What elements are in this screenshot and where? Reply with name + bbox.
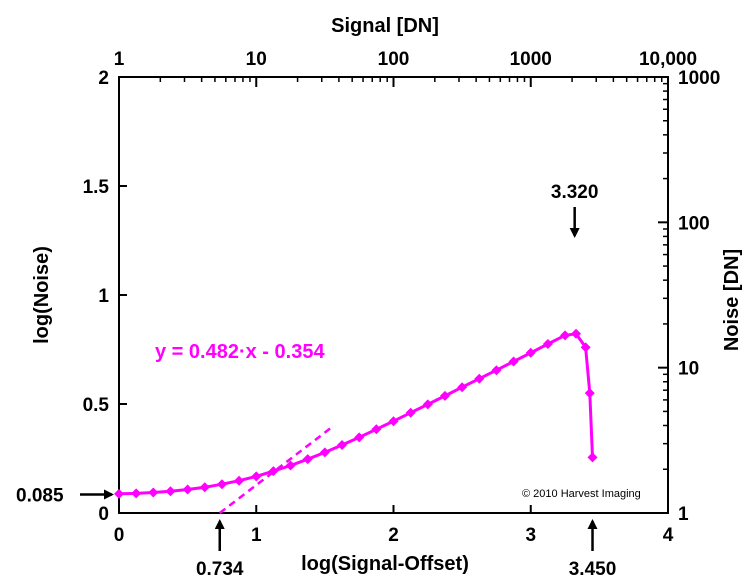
data-point <box>587 452 598 463</box>
data-point <box>571 328 582 339</box>
data-point <box>560 330 571 341</box>
data-point <box>319 447 330 458</box>
annotation-label: 3.450 <box>569 559 617 580</box>
top-tick-label: 1000 <box>510 49 552 70</box>
top-axis-title: Signal [DN] <box>331 15 439 37</box>
data-series <box>114 328 598 515</box>
data-point <box>354 432 365 443</box>
y-tick-label: 1.5 <box>83 177 110 198</box>
data-point <box>491 365 502 376</box>
data-point <box>114 488 124 499</box>
y-tick-label: 2 <box>98 68 109 89</box>
data-point <box>405 407 416 418</box>
data-point <box>182 484 193 495</box>
data-point <box>422 399 433 410</box>
data-point <box>285 460 296 471</box>
annotation-label: 0.734 <box>196 559 244 580</box>
data-point <box>525 347 536 358</box>
top-tick-label: 1 <box>114 49 125 70</box>
y-axis-title: log(Noise) <box>31 246 53 344</box>
data-point <box>165 486 176 497</box>
copyright-label: © 2010 Harvest Imaging <box>522 488 641 500</box>
fit-equation-label: y = 0.482·x - 0.354 <box>155 341 325 363</box>
data-point <box>508 356 519 367</box>
right-tick-label: 10 <box>678 359 699 380</box>
data-point <box>474 373 485 384</box>
top-tick-label: 10,000 <box>639 49 697 70</box>
y-tick-label: 0 <box>98 504 109 525</box>
data-point <box>148 487 159 498</box>
data-point <box>337 439 348 450</box>
data-point <box>216 479 227 490</box>
data-point <box>580 342 591 353</box>
y-tick-label: 1 <box>98 286 109 307</box>
x-tick-label: 4 <box>663 525 674 546</box>
y-tick-label: 0.5 <box>83 395 110 416</box>
data-point <box>131 488 142 499</box>
x-axis-title: log(Signal-Offset) <box>301 553 469 575</box>
annotation-label: 3.320 <box>551 182 599 203</box>
plot-frame <box>118 76 669 514</box>
x-tick-label: 2 <box>388 525 399 546</box>
annotations: 0.085 0.734 3.450 3.320 <box>16 182 616 580</box>
x-tick-label: 3 <box>525 525 536 546</box>
annotation-label: 0.085 <box>16 485 64 506</box>
right-tick-label: 100 <box>678 213 710 234</box>
right-tick-label: 1 <box>678 504 689 525</box>
data-point <box>234 475 245 486</box>
data-point <box>388 416 399 427</box>
x-tick-label: 0 <box>114 525 125 546</box>
right-axis-title: Noise [DN] <box>721 249 743 351</box>
tick-marks <box>118 76 669 514</box>
top-tick-label: 100 <box>378 49 410 70</box>
data-point <box>542 339 553 350</box>
data-point <box>302 454 313 465</box>
data-point <box>199 482 210 493</box>
data-point <box>371 424 382 435</box>
right-tick-label: 1000 <box>678 68 720 89</box>
x-tick-label: 1 <box>251 525 262 546</box>
data-point <box>251 471 262 482</box>
data-point <box>457 382 468 393</box>
data-point <box>439 390 450 401</box>
data-point <box>584 388 595 399</box>
top-tick-label: 10 <box>246 49 267 70</box>
